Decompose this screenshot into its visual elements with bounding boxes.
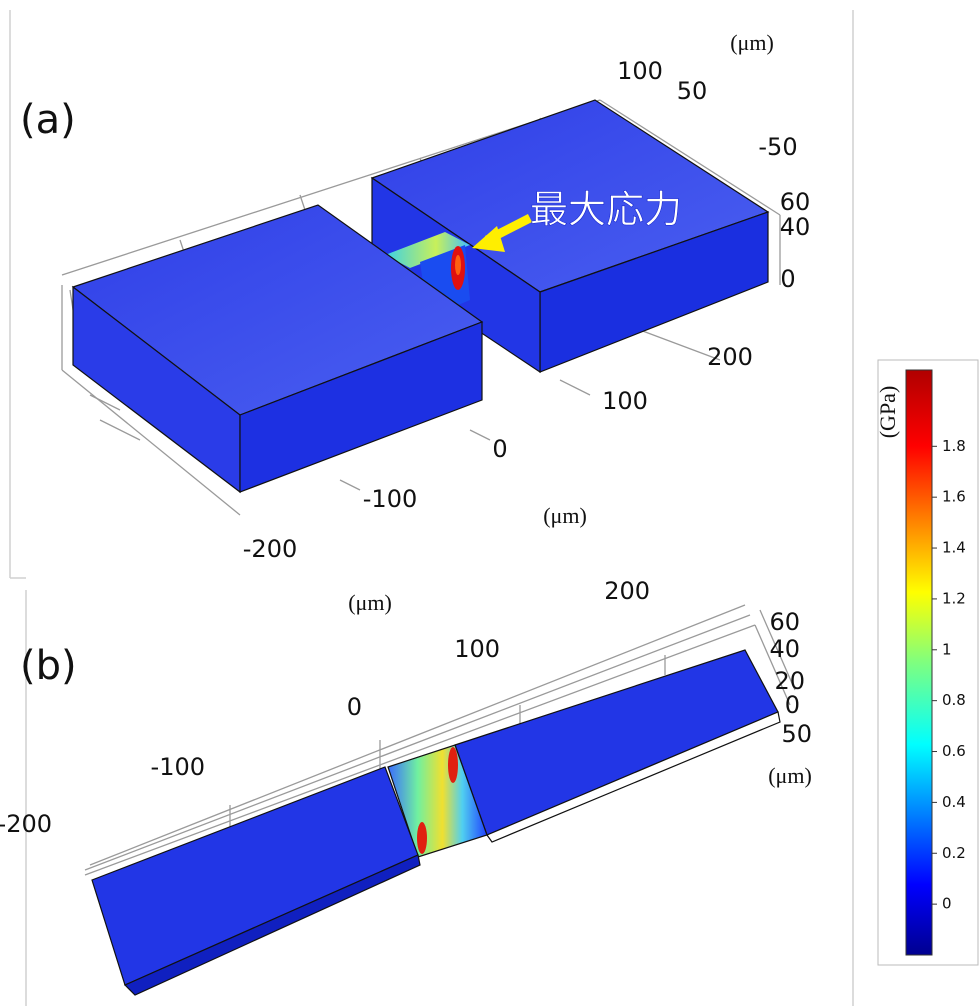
axis-tick-label: 40 (769, 635, 800, 663)
axis-tick-label: -100 (363, 485, 417, 513)
colorbar-tick-label: 0.8 (942, 691, 966, 709)
axis-tick-label: 100 (602, 387, 648, 415)
axis-tick-label: 60 (780, 188, 811, 216)
colorbar-tick-label: 0.2 (942, 844, 966, 862)
panel-label: (b) (20, 643, 77, 689)
axis-tick-label: 0 (347, 693, 362, 721)
axis-unit: (μm) (543, 503, 587, 528)
axis-tick-label: 50 (781, 720, 812, 748)
axis-tick-label: 40 (780, 213, 811, 241)
axis-unit: (μm) (730, 30, 774, 55)
axis-unit: (μm) (768, 763, 812, 788)
axis-tick-label: 100 (454, 635, 500, 663)
axis-tick-label: 100 (617, 57, 663, 85)
axis-tick-label: 0 (492, 435, 507, 463)
colorbar-tick-label: 0.4 (942, 793, 966, 811)
colorbar-tick-label: 1.2 (942, 589, 966, 607)
colorbar-title: (GPa) (875, 386, 900, 439)
axis-tick-label: -50 (758, 133, 797, 161)
axis-tick-label: -100 (151, 753, 205, 781)
colorbar-tick-label: 0 (942, 895, 952, 913)
annotation: 最大応力 (530, 188, 682, 232)
axis-tick-label: 200 (604, 577, 650, 605)
panel-label: (a) (20, 97, 76, 143)
model-b (92, 650, 780, 995)
axis-tick-label: 200 (707, 343, 753, 371)
axis-tick-label: -200 (243, 535, 297, 563)
colorbar-tick-label: 1.4 (942, 539, 966, 557)
page: (a) 最大応力 (b) (GPa) 10050-50604002001000-… (0, 0, 980, 1006)
colorbar-tick-label: 1.8 (942, 437, 966, 455)
axis-tick-label: 0 (785, 691, 800, 719)
axis-tick-label: 50 (677, 77, 708, 105)
axis-tick-label: -200 (0, 810, 52, 838)
figure: (a) 最大応力 (b) (GPa) 10050-50604002001000-… (0, 0, 980, 1006)
axis-tick-label: 0 (780, 265, 795, 293)
colorbar-tick-label: 1 (942, 640, 952, 658)
axis-tick-label: 60 (769, 608, 800, 636)
colorbar (906, 370, 932, 955)
colorbar-tick-label: 0.6 (942, 742, 966, 760)
axis-unit: (μm) (348, 590, 392, 615)
colorbar-tick-label: 1.6 (942, 488, 966, 506)
